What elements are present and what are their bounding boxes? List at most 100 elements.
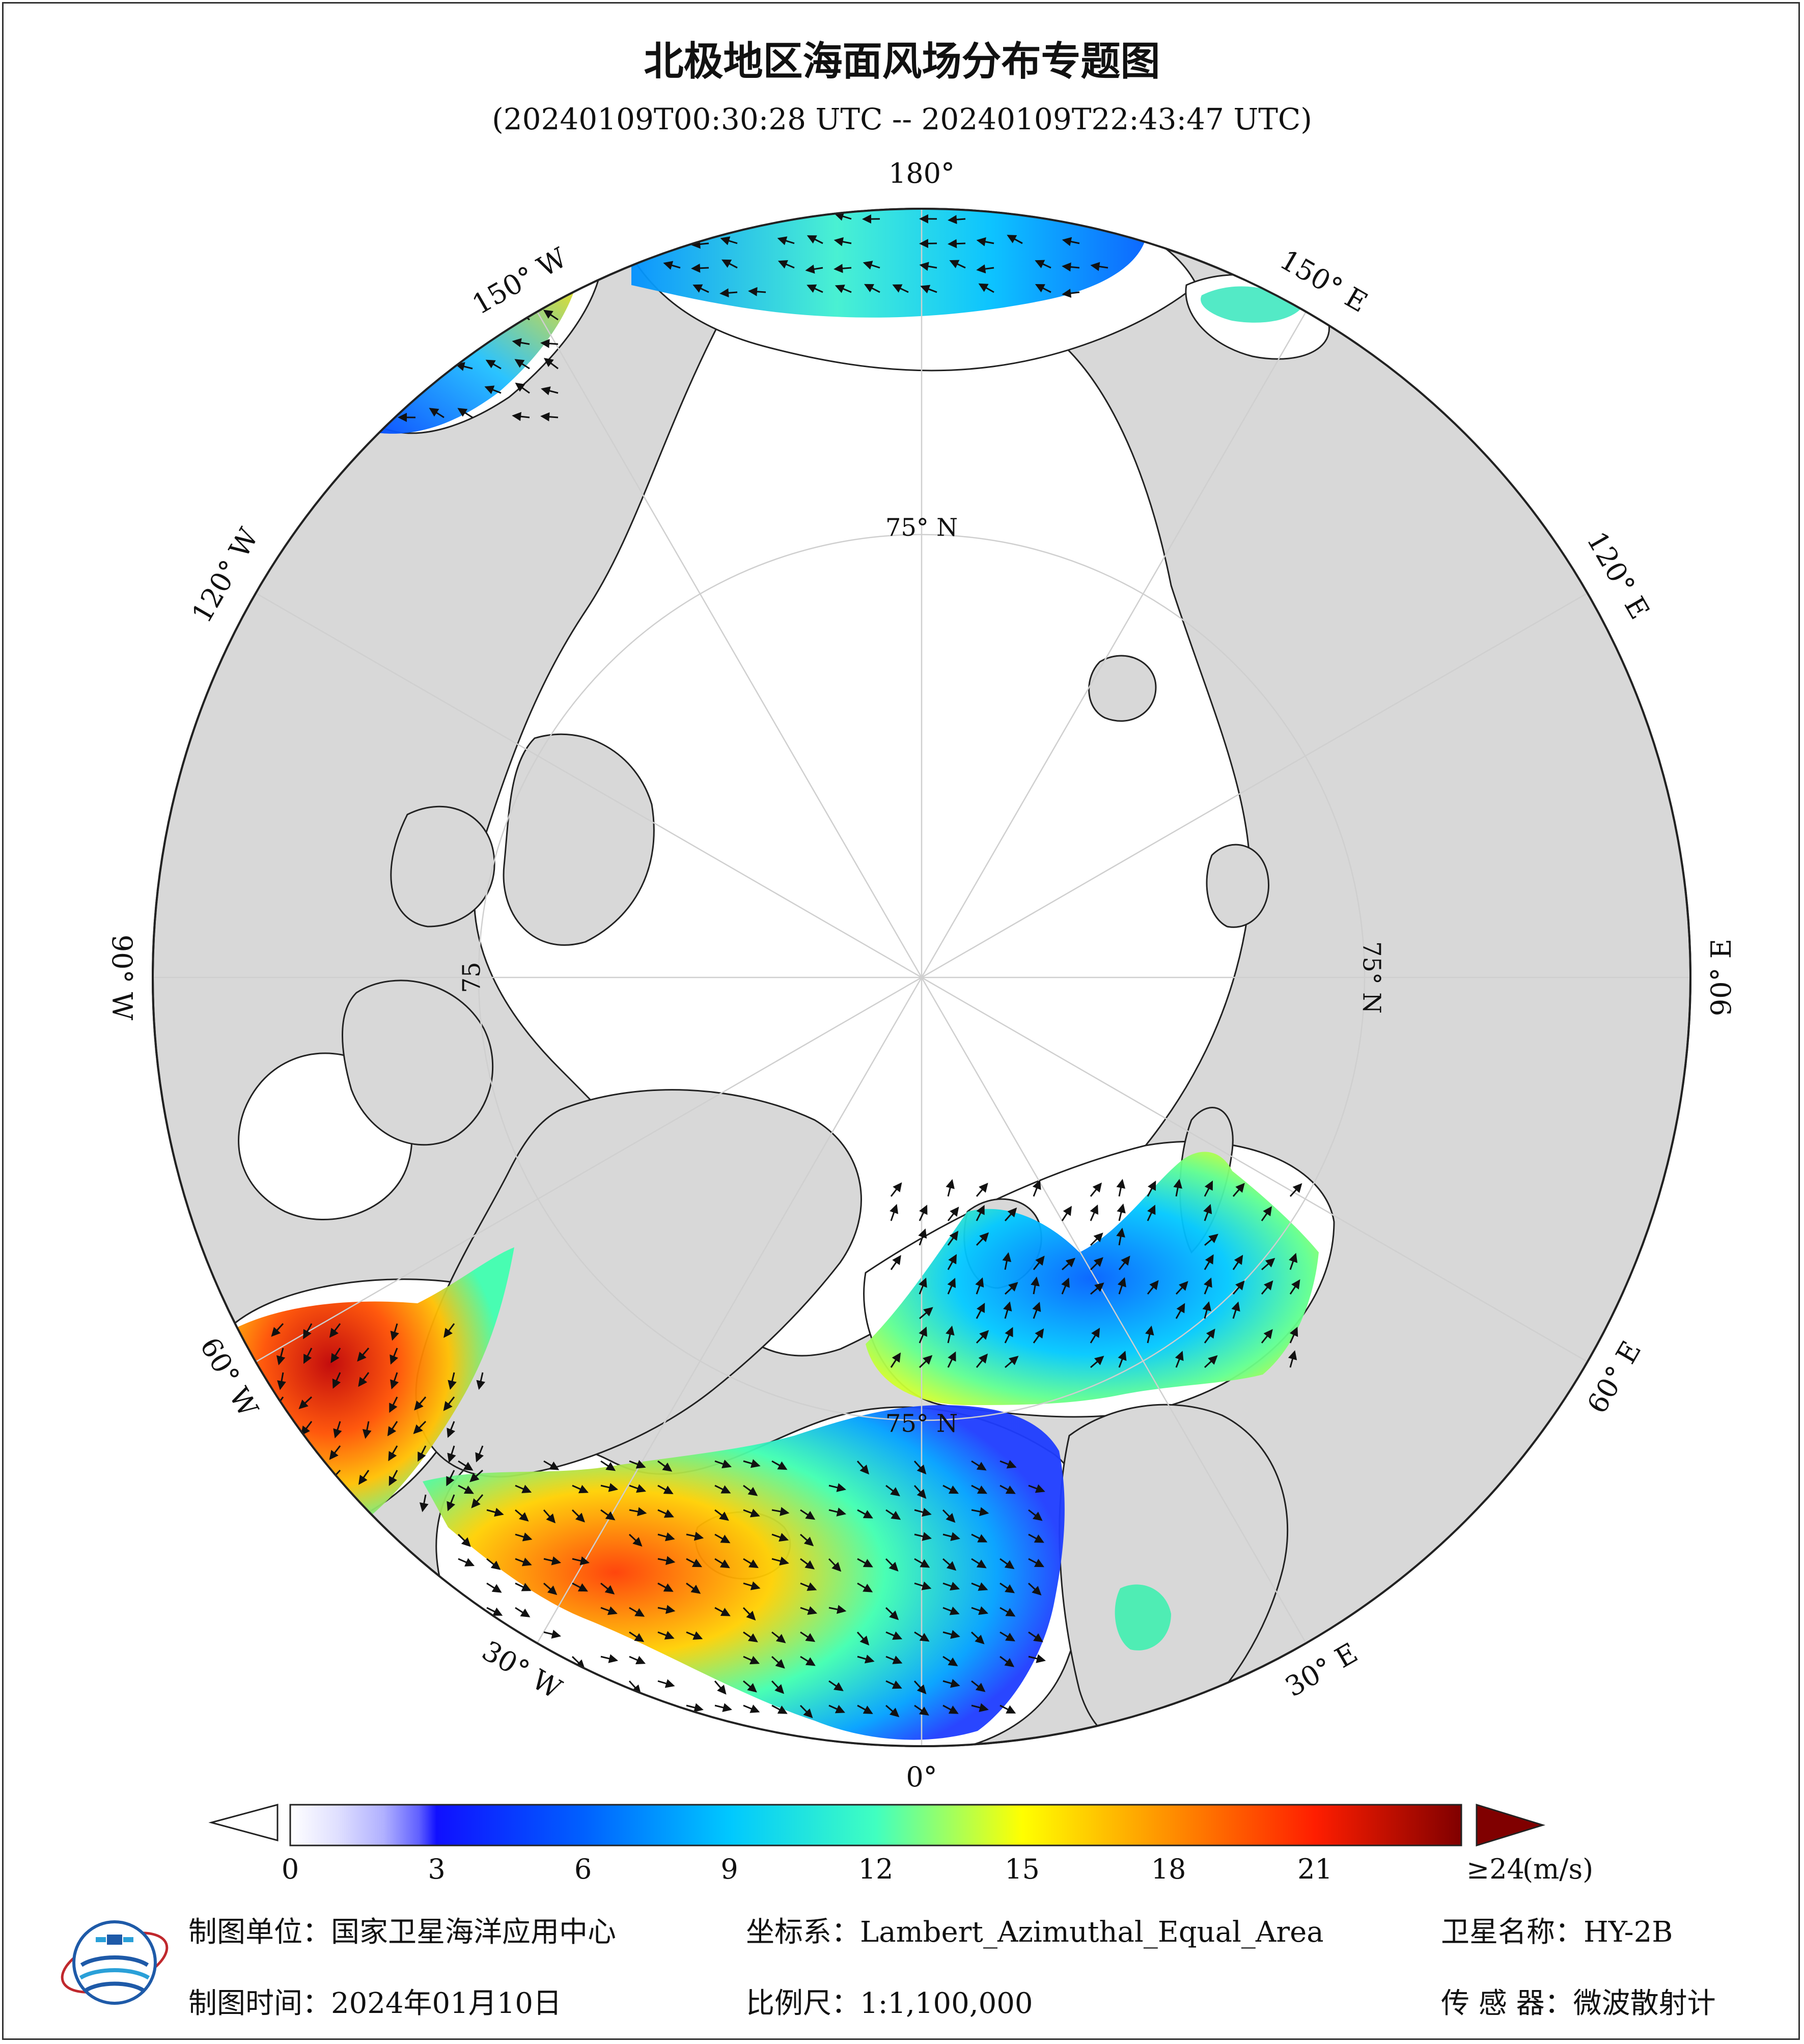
wind-arrow [800, 1509, 816, 1520]
wind-arrow [1289, 1327, 1298, 1343]
wind-arrow [976, 1302, 985, 1319]
wind-arrow [1090, 1282, 1104, 1295]
wind-arrow [918, 1228, 927, 1246]
wind-arrow [748, 287, 766, 296]
wind-arrow [942, 1485, 959, 1494]
wind-arrow [426, 315, 445, 324]
wind-arrow [971, 1507, 989, 1517]
wind-arrow [1118, 1351, 1127, 1368]
wind-arrow [427, 337, 445, 345]
wind-arrow [1090, 1204, 1099, 1221]
wind-arrow [486, 1507, 504, 1517]
wind-arrow [475, 1445, 484, 1463]
wind-arrow [799, 1704, 813, 1719]
wind-arrow [807, 284, 823, 293]
wind-arrow [828, 1558, 842, 1572]
wind-arrow [1173, 1179, 1182, 1197]
wind-arrow [629, 1484, 646, 1493]
wind-arrow [800, 1558, 815, 1570]
wind-arrow [913, 1461, 927, 1475]
wind-arrow [834, 212, 852, 221]
wind-field-baltic [1115, 1584, 1171, 1650]
wind-arrow [942, 1558, 957, 1571]
meridian-line [921, 592, 1588, 978]
wind-arrow [942, 1678, 960, 1688]
wind-arrow [857, 1655, 875, 1664]
wind-arrow [390, 1372, 399, 1390]
meridian-line [921, 976, 1588, 1363]
wind-arrow [414, 1396, 427, 1411]
wind-arrow [771, 1556, 789, 1566]
wind-arrow [330, 1348, 341, 1363]
wind-arrow [1202, 1301, 1211, 1319]
longitude-label: 90° E [1705, 939, 1737, 1016]
wind-arrow [947, 1351, 956, 1368]
wind-arrow [1289, 1252, 1298, 1270]
greenland [415, 1089, 862, 1478]
wind-arrow [1004, 1282, 1018, 1295]
wind-arrow [543, 1582, 558, 1595]
wind-arrow [1090, 262, 1108, 271]
wind-arrow [271, 1323, 284, 1337]
wind-arrow [471, 1494, 484, 1508]
wind-arrow [446, 1470, 455, 1487]
wind-arrow [1000, 1631, 1015, 1642]
wind-arrow [657, 1582, 674, 1592]
wind-arrow [914, 1507, 932, 1517]
wind-arrow [885, 1656, 903, 1664]
wind-arrow [691, 212, 709, 222]
wind-arrow [469, 1469, 484, 1482]
wind-arrow [329, 1323, 341, 1338]
wind-arrow [885, 1485, 900, 1497]
footer-scale: 比例尺：1:1,100,000 [746, 1987, 1033, 2020]
wind-arrow [428, 359, 445, 370]
wind-arrow [657, 1679, 675, 1688]
wind-arrow [629, 1507, 647, 1517]
wind-arrow [771, 1656, 785, 1669]
wind-arrow [971, 1680, 986, 1692]
wind-arrow [743, 1508, 760, 1518]
wind-arrow [1117, 1277, 1126, 1295]
wind-arrow [572, 1582, 588, 1592]
wind-arrow [629, 1631, 645, 1642]
wind-arrow [686, 1582, 701, 1594]
wind-arrow [885, 1680, 902, 1689]
wind-arrow [332, 1372, 341, 1389]
wind-arrow [686, 1558, 703, 1567]
wind-arrow [971, 1558, 987, 1569]
wind-arrow [657, 1605, 676, 1614]
meridian-line [921, 977, 1307, 1644]
footer-crs: 坐标系：Lambert_Azimuthal_Equal_Area [746, 1916, 1324, 1949]
wind-arrow [1116, 1179, 1126, 1197]
wind-arrow [719, 288, 738, 298]
wind-arrow [1028, 1654, 1046, 1663]
wind-arrow [1289, 1279, 1300, 1295]
wind-arrow [515, 1532, 533, 1542]
wind-arrow [543, 1704, 559, 1715]
wind-arrow [628, 1533, 643, 1547]
wind-arrow [800, 1631, 816, 1642]
wind-arrow [942, 1509, 956, 1523]
wind-arrow [662, 214, 681, 223]
wind-arrow [1116, 1227, 1125, 1246]
wind-arrow [486, 1702, 505, 1712]
wind-arrow [828, 1680, 844, 1691]
meridian-line [255, 592, 922, 978]
wind-arrow [1288, 1350, 1297, 1368]
wind-arrow [800, 1533, 814, 1547]
wind-arrow [856, 1461, 870, 1475]
wind-arrow [272, 1421, 284, 1436]
colorbar-over-triangle [1476, 1803, 1546, 1847]
wind-arrow [458, 1558, 475, 1567]
wind-arrow [272, 1445, 284, 1461]
wind-arrow [1204, 1254, 1214, 1270]
wind-arrow [914, 1704, 929, 1716]
wind-arrow [946, 1325, 955, 1343]
wind-arrow [976, 264, 994, 274]
wind-arrow [358, 1470, 370, 1485]
wind-arrow [1028, 1484, 1045, 1493]
wind-arrow [947, 1254, 957, 1270]
wind-arrow [1061, 1206, 1072, 1221]
wind-arrow [1000, 1582, 1015, 1593]
